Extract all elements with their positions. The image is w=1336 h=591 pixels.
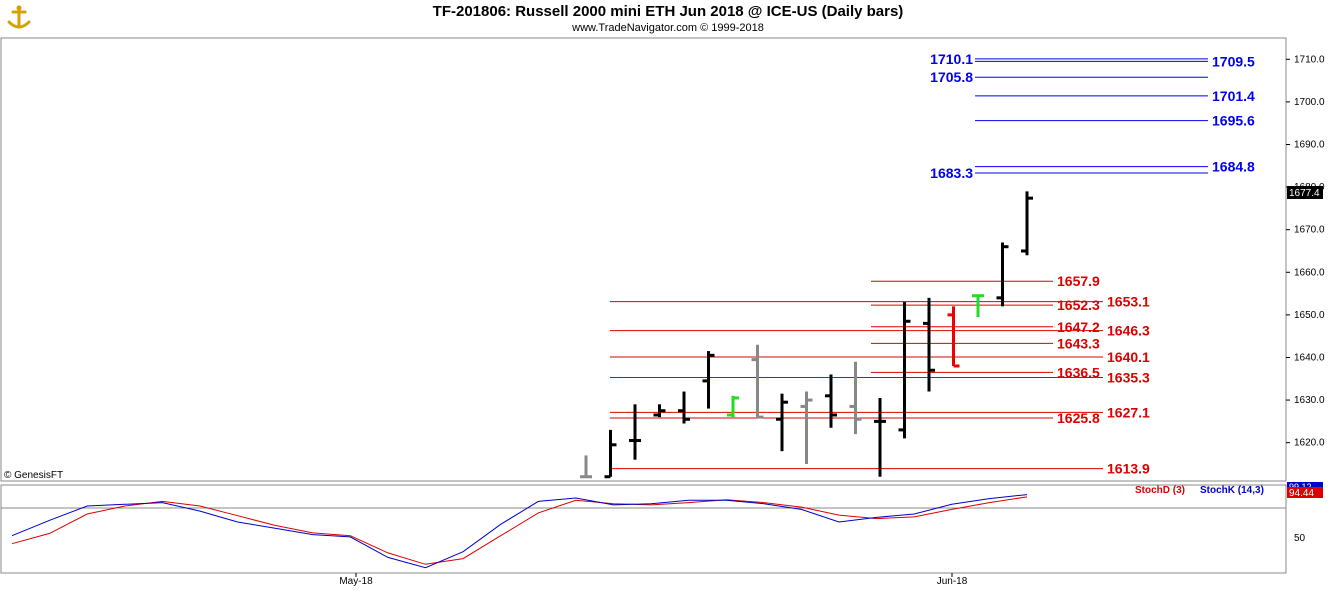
chart-subtitle: www.TradeNavigator.com © 1999-2018 [572,22,764,34]
chart-header: TF-201806: Russell 2000 mini ETH Jun 201… [0,0,1336,36]
red-level-label-11: 1613.9 [1107,461,1150,477]
stochd-line [11,496,1028,565]
stoch-tick-50: 50 [1294,533,1306,544]
last-price-label: 1677.4 [1289,188,1320,199]
ohlc-bar-8 [776,393,788,452]
ohlc-bar-0 [580,455,592,479]
price-tick-1640: 1640.0 [1294,352,1325,363]
price-axis: 1620.01630.01640.01650.01660.01670.01680… [1286,54,1325,449]
price-bars [580,191,1033,479]
time-tick-Jun-18: Jun-18 [937,576,968,587]
price-tick-1620: 1620.0 [1294,438,1325,449]
red-level-label-2: 1652.3 [1057,297,1100,313]
ohlc-bar-3 [653,404,666,418]
stoch-value-labels: 99.12 94.44 [1287,482,1323,499]
last-price-marker: 1677.4 [1287,186,1323,199]
stochk-line [11,494,1028,569]
stochd-value-label: 94.44 [1289,488,1314,499]
price-tick-1710: 1710.0 [1294,54,1325,65]
red-level-label-9: 1627.1 [1107,404,1150,420]
blue-level-label-5: 1684.8 [1212,159,1255,175]
chart-title: TF-201806: Russell 2000 mini ETH Jun 201… [432,3,904,20]
ohlc-bar-11 [849,361,862,435]
ohlc-bar-17 [996,242,1009,307]
blue-level-label-6: 1683.3 [930,165,973,181]
price-tick-1700: 1700.0 [1294,97,1325,108]
ohlc-bar-5 [702,351,715,409]
blue-level-label-4: 1695.6 [1212,113,1255,129]
red-level-label-0: 1657.9 [1057,273,1100,289]
stoch-lines [11,494,1028,569]
stochd-legend: StochD (3) [1135,485,1185,496]
price-tick-1650: 1650.0 [1294,310,1325,321]
red-level-label-5: 1643.3 [1057,335,1100,351]
blue-level-label-0: 1710.1 [930,51,973,67]
price-tick-1670: 1670.0 [1294,225,1325,236]
levels: 1710.1 1709.5 1705.8 1701.4 1695.6 1684.8 1683… [610,51,1255,477]
blue-level-label-1: 1709.5 [1212,53,1255,69]
price-tick-1630: 1630.0 [1294,395,1325,406]
time-axis: May-18 Jun-18 [339,573,968,587]
ohlc-bar-16 [972,294,984,318]
red-level-label-8: 1635.3 [1107,369,1150,385]
ohlc-bar-2 [629,404,641,460]
ohlc-bar-7 [751,344,764,419]
ohlc-bar-9 [800,391,813,464]
red-level-label-7: 1636.5 [1057,364,1100,380]
blue-level-label-2: 1705.8 [930,69,973,85]
ohlc-bar-18 [1021,191,1033,256]
anchor-logo-icon [7,5,31,29]
time-tick-May-18: May-18 [339,576,373,587]
red-level-label-4: 1646.3 [1107,323,1150,339]
main-plot-area [0,37,1287,482]
ohlc-bar-12 [874,397,886,477]
ohlc-bar-13 [898,302,911,439]
ohlc-bar-14 [923,297,935,392]
red-level-label-3: 1647.2 [1057,319,1100,335]
copyright-label: © GenesisFT [4,470,63,481]
ohlc-bar-6 [727,395,739,418]
price-tick-1660: 1660.0 [1294,267,1325,278]
price-tick-1690: 1690.0 [1294,139,1325,150]
stochk-legend: StochK (14,3) [1200,485,1264,496]
red-level-label-1: 1653.1 [1107,294,1150,310]
ohlc-bar-4 [678,391,690,424]
ohlc-bar-15 [947,306,960,368]
ohlc-bar-10 [825,374,837,428]
red-level-label-10: 1625.8 [1057,410,1100,426]
blue-level-label-3: 1701.4 [1212,88,1255,104]
ohlc-bar-1 [604,429,617,479]
red-level-label-6: 1640.1 [1107,349,1150,365]
stochastic-plot-area [0,484,1287,574]
